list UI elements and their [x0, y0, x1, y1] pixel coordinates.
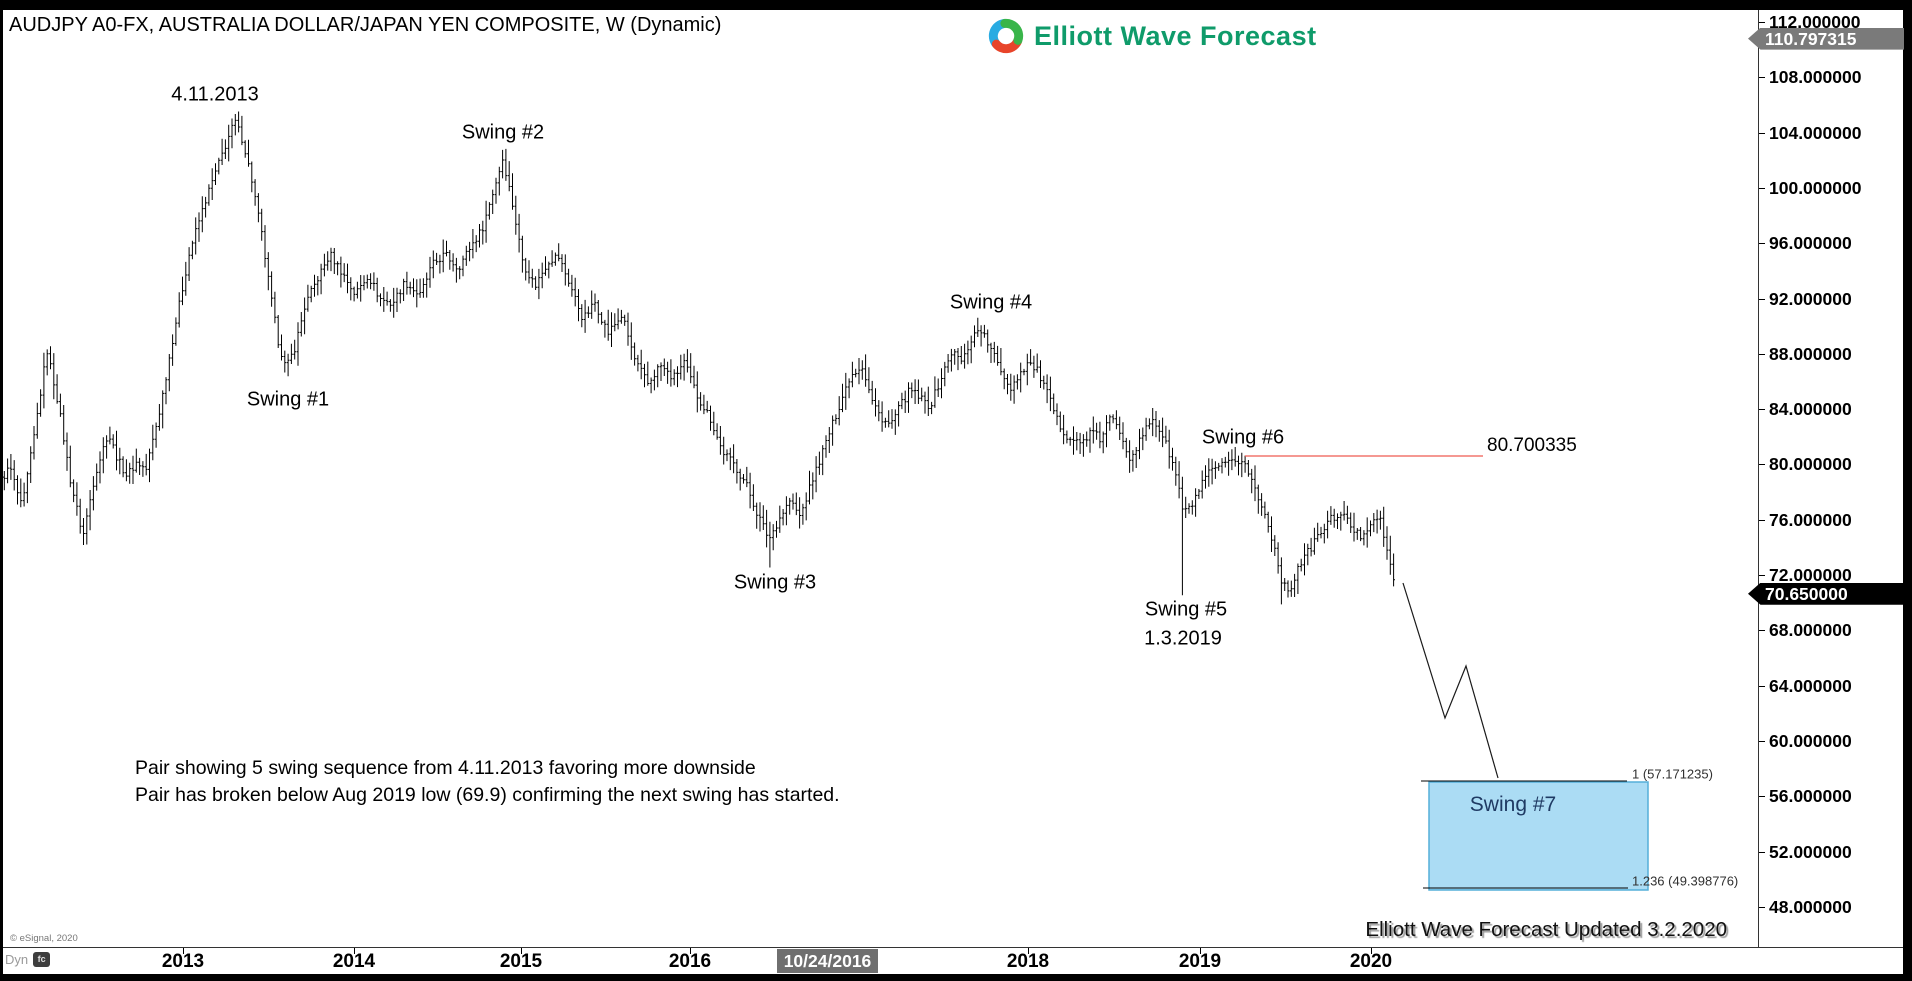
time-axis-tick	[1371, 948, 1372, 954]
price-tag-last: 70.650000	[1748, 582, 1904, 605]
resistance-price-label: 80.700335	[1487, 435, 1577, 456]
price-axis-label: 52.000000	[1769, 841, 1852, 862]
chart-plot-area: AUDJPY A0-FX, AUSTRALIA DOLLAR/JAPAN YEN…	[3, 10, 1758, 947]
price-axis-label: 48.000000	[1769, 896, 1852, 917]
swing-4-label: Swing #4	[949, 291, 1033, 314]
year-label-2020: 2020	[1349, 951, 1393, 972]
price-axis-tick	[1759, 187, 1765, 189]
dyn-status-label: Dyn	[5, 952, 29, 967]
esignal-dynamic-icon: fc	[33, 952, 51, 967]
analysis-notes: Pair showing 5 swing sequence from 4.11.…	[135, 755, 840, 809]
analysis-note-line-1: Pair showing 5 swing sequence from 4.11.…	[135, 757, 756, 779]
price-axis-tick	[1759, 796, 1765, 798]
analysis-note-line-2: Pair has broken below Aug 2019 low (69.9…	[135, 784, 840, 806]
price-axis-label: 68.000000	[1769, 620, 1852, 641]
fib-1-label: 1 (57.171235)	[1632, 766, 1713, 782]
swing-3-label: Swing #3	[733, 571, 817, 594]
ewf-logo-text: Elliott Wave Forecast	[1034, 20, 1317, 51]
price-tag-session-high: 110.797315	[1748, 27, 1904, 50]
ewf-logo: Elliott Wave Forecast	[987, 17, 1317, 55]
price-axis-label: 56.000000	[1769, 786, 1852, 807]
chart-title: AUDJPY A0-FX, AUSTRALIA DOLLAR/JAPAN YEN…	[9, 14, 722, 36]
swing-6-label: Swing #6	[1201, 426, 1285, 449]
price-axis-label: 76.000000	[1769, 509, 1852, 530]
price-axis-label: 84.000000	[1769, 399, 1852, 420]
fib-1236-label: 1.236 (49.398776)	[1632, 873, 1739, 889]
price-axis-label: 104.000000	[1769, 122, 1862, 143]
time-axis-tick	[521, 948, 522, 954]
price-axis-tick	[1759, 22, 1765, 23]
price-axis-tick	[1759, 685, 1765, 687]
swing-7-label: Swing #7	[1469, 793, 1557, 816]
swing-5-label: Swing #5	[1144, 598, 1228, 621]
price-axis-label: 108.000000	[1769, 67, 1862, 88]
price-axis-tick	[1759, 77, 1765, 79]
price-axis-label: 112.000000	[1769, 12, 1861, 32]
price-axis-label: 64.000000	[1769, 675, 1852, 696]
price-axis-label: 80.000000	[1769, 454, 1852, 475]
price-axis-tick	[1759, 741, 1765, 743]
swing-1-label: Swing #1	[246, 388, 330, 411]
crosshair-date-badge: 10/24/2016	[777, 949, 878, 973]
year-label-2013: 2013	[161, 951, 205, 972]
price-axis-tick	[1759, 298, 1765, 300]
projection-path[interactable]	[1402, 582, 1499, 779]
year-label-2019: 2019	[1178, 951, 1222, 972]
price-axis-tick	[1759, 630, 1765, 632]
time-axis-tick	[354, 948, 355, 954]
year-label-2016: 2016	[668, 951, 712, 972]
price-axis[interactable]: 112.000000 108.000000 104.000000 100.000000…	[1748, 10, 1904, 947]
peak-date-label: 4.11.2013	[171, 83, 259, 106]
price-axis-tick	[1759, 519, 1765, 521]
update-watermark: Elliott Wave Forecast Updated 3.2.2020	[1365, 918, 1727, 941]
swing7-target-box[interactable]	[1428, 781, 1649, 891]
swing-2-label: Swing #2	[461, 121, 545, 144]
price-axis-tick	[1759, 353, 1765, 355]
price-axis-label: 60.000000	[1769, 731, 1852, 752]
price-axis-tick	[1759, 906, 1765, 908]
swing-5-date-label: 1.3.2019	[1144, 627, 1222, 650]
price-axis-label: 96.000000	[1769, 233, 1852, 254]
time-axis-tick	[183, 948, 184, 954]
price-axis-label: 72.000000	[1769, 565, 1852, 586]
time-axis-tick	[690, 948, 691, 954]
year-label-2018: 2018	[1006, 951, 1050, 972]
dyn-status: Dyn fc	[5, 952, 51, 967]
price-axis-label: 92.000000	[1769, 288, 1852, 309]
price-axis-tick	[1759, 409, 1765, 411]
price-axis-tick	[1759, 851, 1765, 853]
price-axis-tick	[1759, 243, 1765, 245]
time-axis-tick	[1028, 948, 1029, 954]
year-label-2015: 2015	[499, 951, 543, 972]
ewf-swirl-icon	[988, 18, 1024, 54]
price-axis-label: 100.000000	[1769, 177, 1862, 198]
price-axis-tick	[1759, 464, 1765, 466]
price-axis-tick	[1759, 575, 1765, 577]
year-label-2014: 2014	[332, 951, 376, 972]
time-axis[interactable]: Dyn fc 2013 2014 2015 2016 2018 2019 2020 10/24…	[3, 947, 1903, 974]
chart-canvas[interactable]	[3, 10, 1758, 947]
price-bars-series	[3, 111, 1395, 605]
price-axis-tick	[1759, 132, 1765, 134]
copyright-esignal: © eSignal, 2020	[10, 933, 78, 944]
price-axis-label: 88.000000	[1769, 343, 1852, 364]
time-axis-tick	[1200, 948, 1201, 954]
